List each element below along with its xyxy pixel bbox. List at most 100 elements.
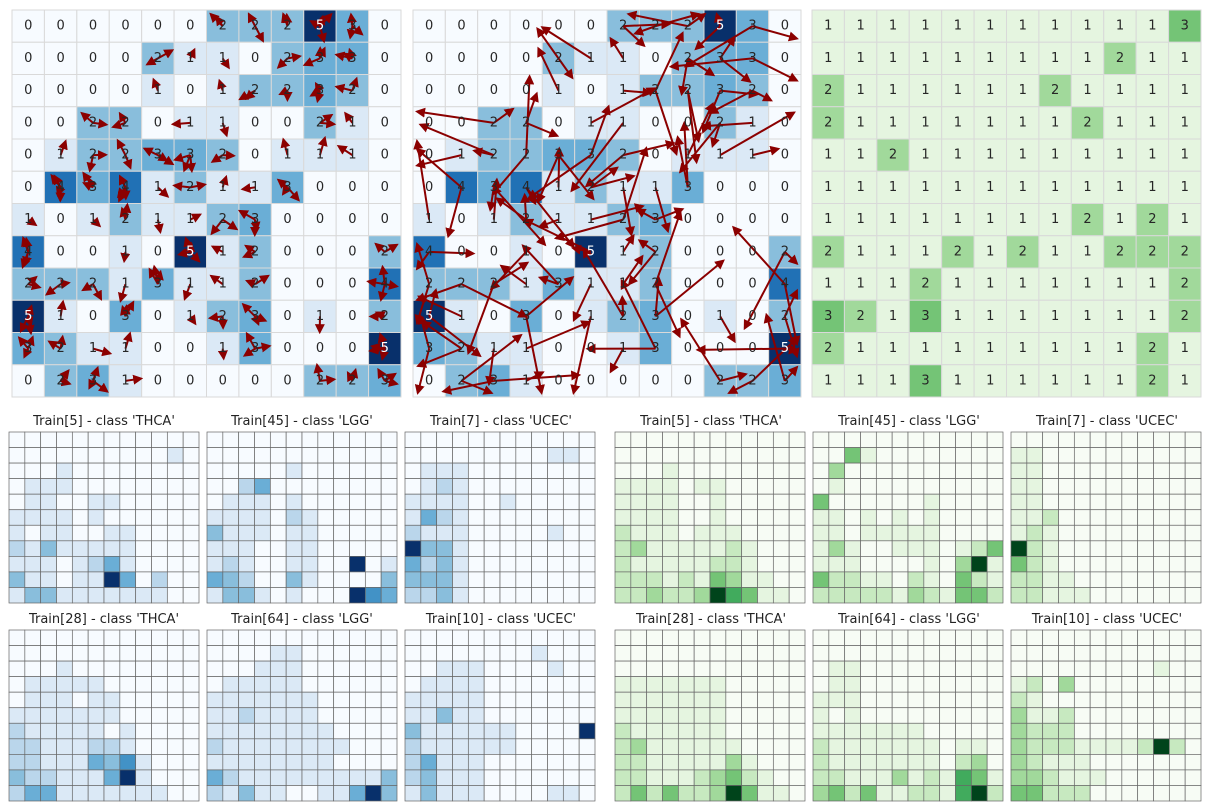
cell-value: 2	[490, 115, 498, 130]
heatmap-cell	[499, 571, 517, 588]
heatmap-cell	[907, 447, 925, 464]
heatmap-cell	[1137, 707, 1154, 724]
heatmap-cell	[844, 660, 861, 677]
heatmap-cell	[531, 645, 548, 662]
heatmap-cell	[1168, 722, 1186, 740]
heatmap-cell	[1184, 509, 1202, 526]
heatmap-cell	[1135, 299, 1170, 333]
heatmap-cell	[1089, 645, 1107, 662]
heatmap-cell	[891, 769, 909, 786]
flow-arrow	[317, 135, 328, 156]
heatmap-cell	[772, 493, 790, 511]
heatmap-cell	[364, 524, 382, 542]
heatmap-cell	[222, 629, 240, 646]
heatmap-cell	[531, 660, 548, 677]
heatmap-cell	[662, 493, 679, 511]
heatmap-cell	[8, 524, 26, 542]
heatmap-cell	[828, 707, 846, 724]
flow-arrow	[525, 276, 575, 318]
heatmap-cell	[677, 645, 695, 662]
heatmap-cell	[828, 691, 846, 709]
heatmap-cell	[725, 738, 743, 755]
cell-value: 2	[619, 309, 627, 324]
heatmap-cell	[317, 785, 335, 802]
cell-value: 0	[186, 19, 194, 34]
heatmap-cell	[206, 509, 224, 526]
heatmap-cell	[757, 645, 774, 662]
heatmap-cell	[725, 540, 743, 557]
heatmap-cell	[1121, 587, 1139, 604]
heatmap-cell	[677, 769, 695, 786]
heatmap-cell	[166, 478, 184, 495]
heatmap-cell	[364, 691, 382, 709]
heatmap-cell	[317, 447, 335, 464]
heatmap-cell	[757, 660, 774, 677]
cell-value: 0	[490, 244, 498, 259]
heatmap-cell	[71, 676, 89, 693]
heatmap-cell	[303, 203, 337, 237]
heatmap-cell	[562, 676, 580, 693]
heatmap-cell	[103, 462, 121, 479]
heatmap-cell	[875, 722, 893, 740]
heatmap-cell	[1105, 707, 1123, 724]
cell-value: 0	[154, 341, 162, 356]
flow-arrow	[27, 280, 42, 291]
cell-value: 0	[283, 341, 291, 356]
heatmap-cell	[811, 41, 845, 75]
cell-value: 0	[154, 19, 162, 34]
heatmap-cell	[119, 540, 137, 557]
heatmap-cell	[578, 587, 596, 604]
heatmap-cell	[547, 571, 564, 588]
heatmap-cell	[1121, 769, 1139, 786]
heatmap-cell	[206, 754, 224, 771]
flow-arrow	[189, 213, 202, 223]
heatmap-cell	[828, 722, 846, 740]
heatmap-cell	[317, 738, 335, 755]
heatmap-cell	[135, 493, 152, 511]
heatmap-cell	[1121, 540, 1139, 557]
heatmap-cell	[182, 676, 200, 693]
flow-arrow	[429, 248, 476, 259]
heatmap-cell	[8, 587, 26, 604]
heatmap-cell	[349, 645, 366, 662]
heatmap-cell	[693, 571, 711, 588]
heatmap-cell	[238, 660, 255, 677]
heatmap-cell	[614, 478, 632, 495]
heatmap-cell	[71, 556, 89, 573]
cell-value: 0	[283, 373, 291, 388]
heatmap-cell	[1168, 138, 1202, 172]
heatmap-cell	[923, 462, 941, 479]
cell-value: 1	[587, 51, 595, 66]
heatmap-cell	[1135, 41, 1170, 75]
cell-value: 1	[856, 115, 864, 130]
heatmap-cell	[693, 493, 711, 511]
heatmap-cell	[40, 478, 57, 495]
flow-arrow	[21, 236, 31, 253]
heatmap-cell	[24, 556, 42, 573]
cell-value: 0	[490, 83, 498, 98]
heatmap-cell	[677, 691, 695, 709]
cell-value: 0	[24, 180, 32, 195]
flow-arrow	[635, 208, 656, 221]
heatmap-cell	[562, 509, 580, 526]
heatmap-cell	[364, 509, 382, 526]
heatmap-cell	[151, 769, 168, 786]
heatmap-cell	[923, 478, 941, 495]
heatmap-cell	[499, 769, 517, 786]
heatmap-cell	[1153, 785, 1170, 802]
heatmap-cell	[531, 707, 548, 724]
flow-arrow	[466, 283, 495, 355]
heatmap-cell	[8, 660, 26, 677]
heatmap-cell	[151, 587, 168, 604]
heatmap-cell	[24, 785, 42, 802]
cell-value: 3	[716, 51, 724, 66]
heatmap-cell	[741, 660, 758, 677]
heatmap-cell	[741, 645, 758, 662]
cell-value: 3	[251, 212, 259, 227]
heatmap-cell	[768, 203, 802, 237]
cell-value: 1	[219, 341, 227, 356]
cell-value: 0	[24, 115, 32, 130]
heatmap-cell	[404, 556, 422, 573]
heatmap-cell	[1121, 462, 1139, 479]
heatmap-cell	[923, 785, 941, 802]
